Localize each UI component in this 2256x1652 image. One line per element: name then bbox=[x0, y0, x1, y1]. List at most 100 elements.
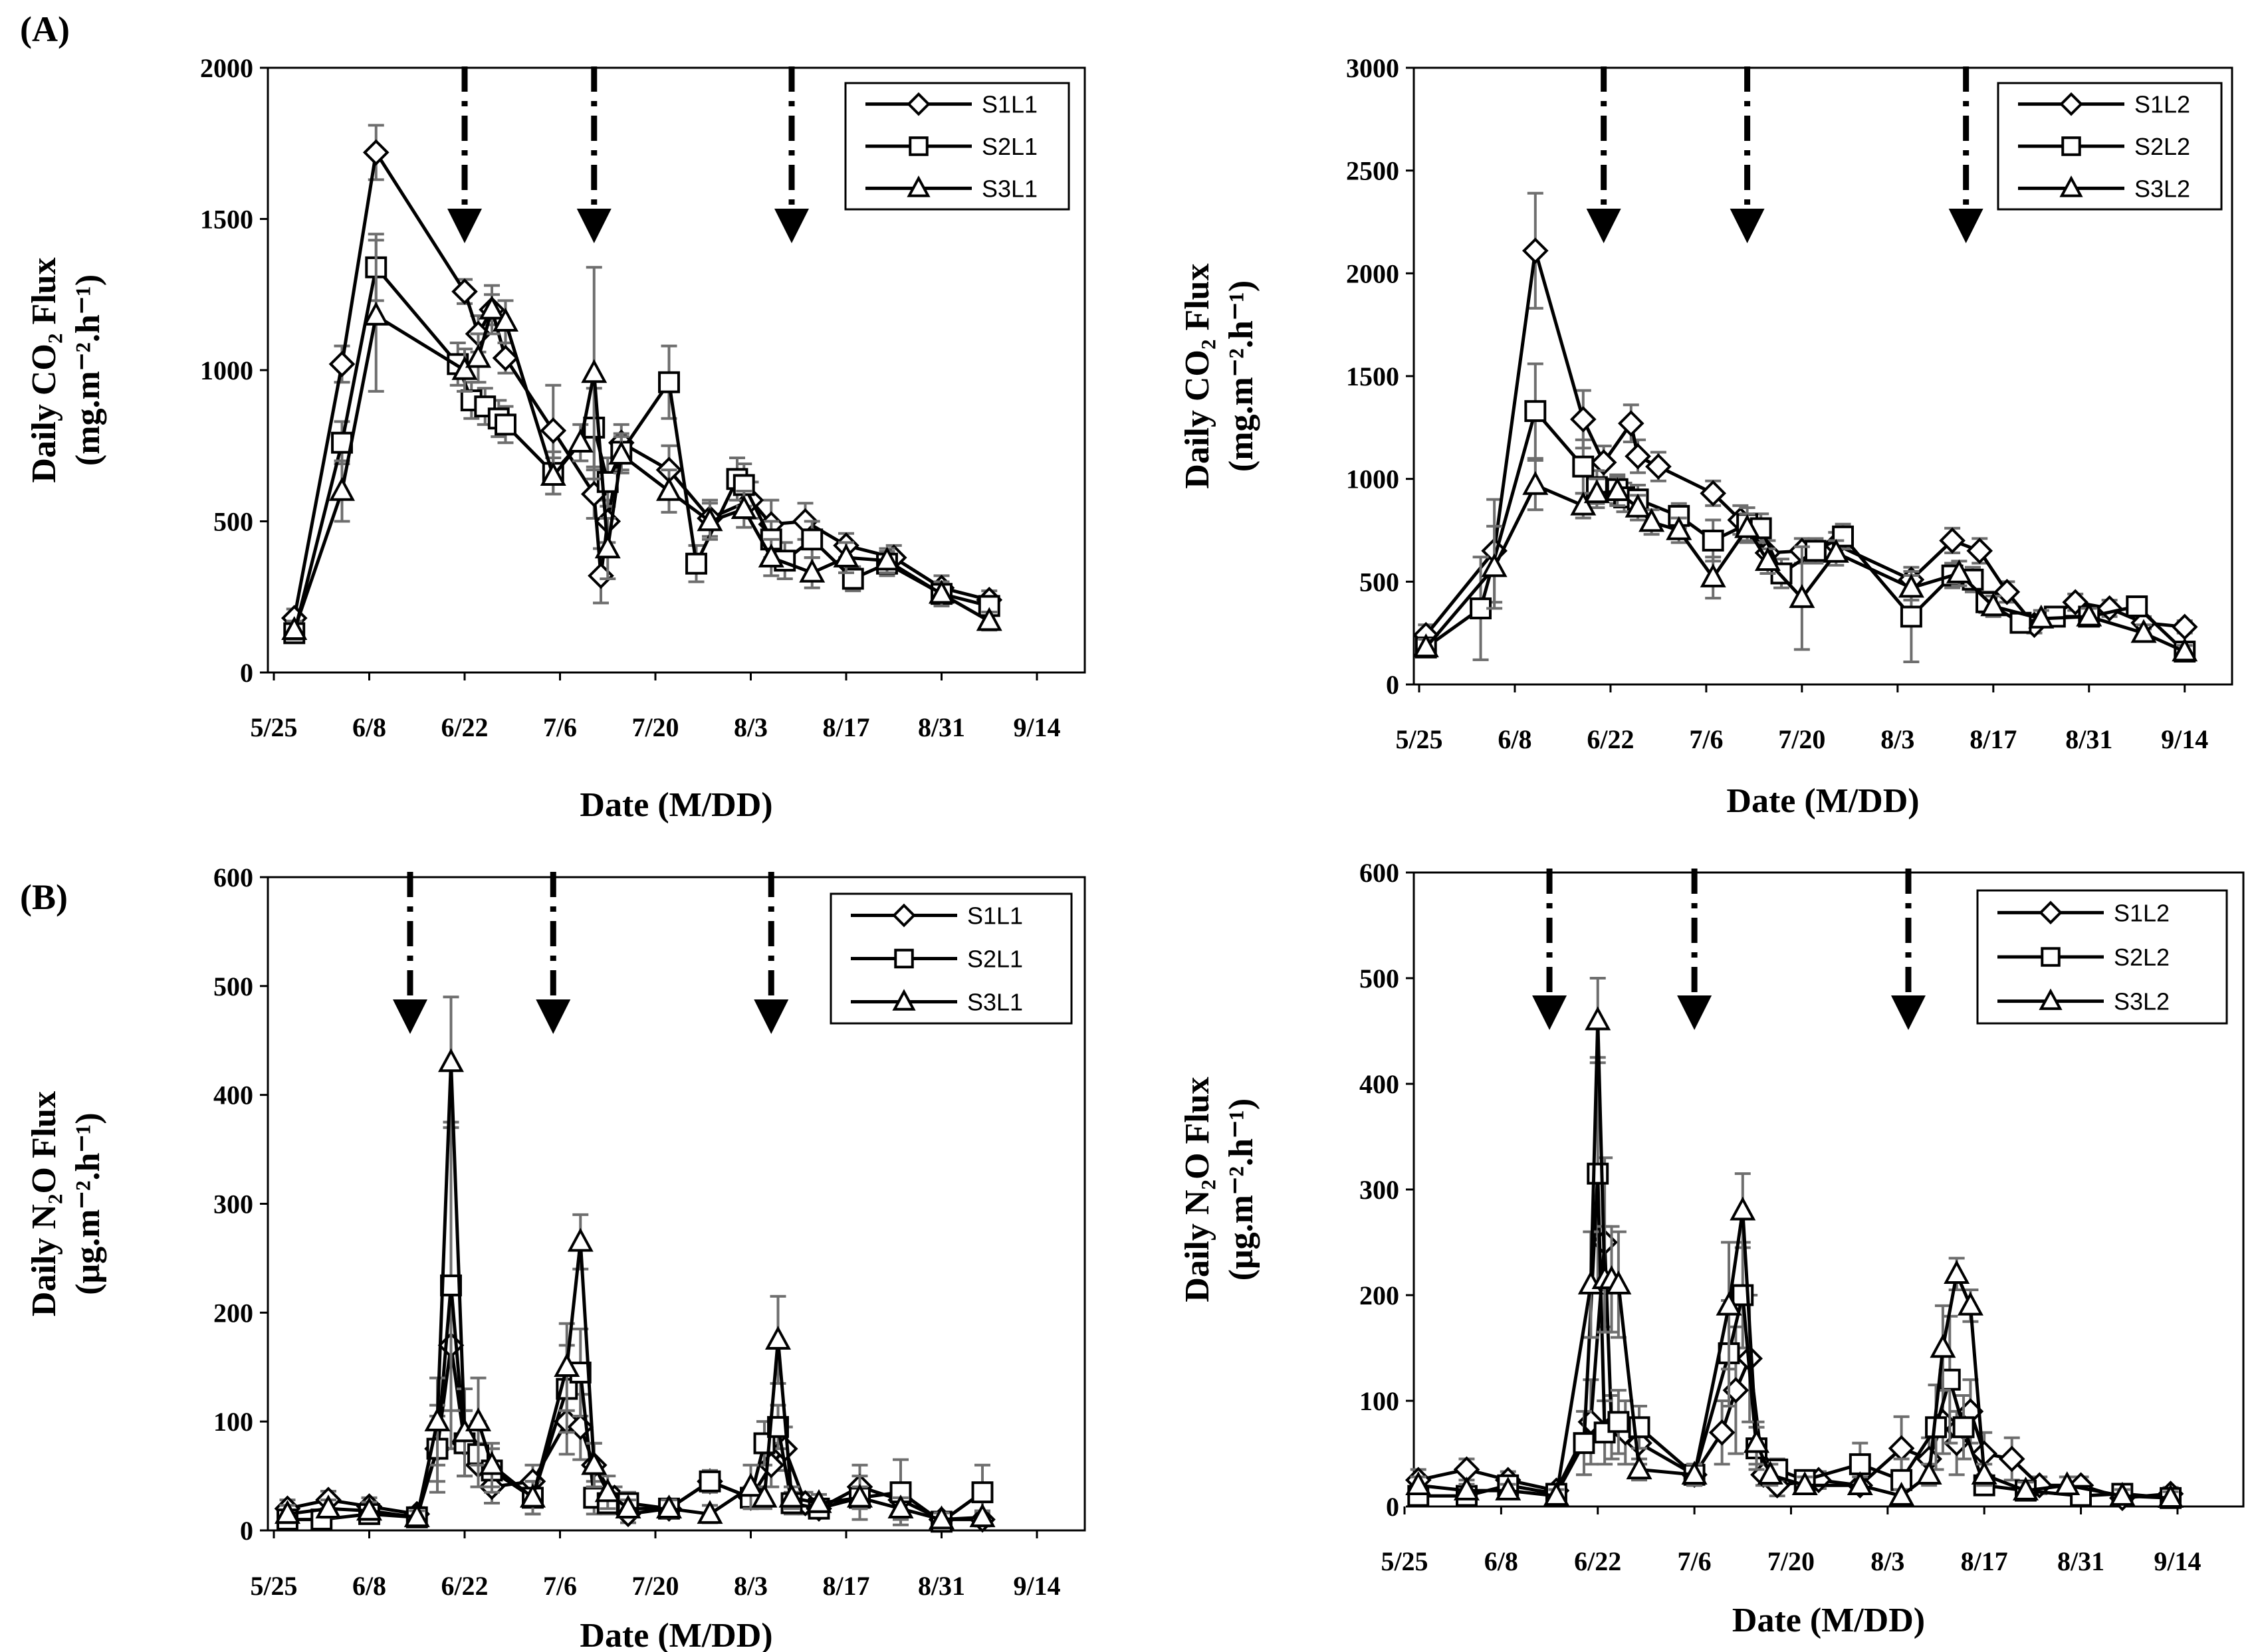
legend-marker bbox=[2059, 175, 2083, 197]
y-tick-label: 0 bbox=[240, 658, 253, 688]
series-s3l1 bbox=[274, 995, 996, 1530]
series-s2l1 bbox=[283, 233, 1000, 645]
y-axis-title: Daily N₂O Flux (μg.m⁻².h⁻¹) bbox=[25, 1091, 107, 1316]
data-point bbox=[1572, 455, 1595, 478]
data-point bbox=[833, 543, 859, 568]
y-tick-label: 600 bbox=[1359, 858, 1399, 888]
y-tick-label: 0 bbox=[240, 1516, 253, 1546]
x-tick-label: 9/14 bbox=[2154, 1546, 2201, 1576]
data-point bbox=[2171, 613, 2198, 641]
legend-item: S2L1 bbox=[851, 946, 1023, 973]
data-point bbox=[1453, 1476, 1480, 1500]
data-point bbox=[1590, 449, 1617, 476]
data-point bbox=[356, 1497, 383, 1521]
series-line bbox=[287, 1285, 984, 1524]
x-tick-label: 8/3 bbox=[1880, 724, 1914, 754]
y-tick-label: 300 bbox=[1359, 1175, 1399, 1205]
data-point bbox=[1708, 1419, 1736, 1446]
data-point bbox=[758, 543, 784, 568]
series-line bbox=[1424, 407, 2186, 653]
data-point bbox=[699, 1470, 721, 1493]
x-tick-label: 7/20 bbox=[1767, 1546, 1815, 1576]
data-point bbox=[1847, 1471, 1873, 1495]
y-axis-title: Daily N₂O Flux (μg.m⁻².h⁻¹) bbox=[1179, 1077, 1260, 1302]
data-point bbox=[594, 1478, 621, 1502]
data-point bbox=[581, 1451, 608, 1475]
data-point bbox=[1744, 1429, 1770, 1453]
data-point bbox=[764, 1326, 792, 1350]
event-arrow bbox=[393, 872, 427, 1034]
y-tick-label: 500 bbox=[213, 972, 253, 1001]
legend-item: S2L1 bbox=[865, 133, 1038, 160]
data-point bbox=[1522, 237, 1549, 264]
legend-marker bbox=[2041, 947, 2061, 967]
x-tick-label: 8/17 bbox=[1970, 724, 2017, 754]
legend-marker bbox=[2039, 900, 2063, 925]
data-point bbox=[567, 1227, 594, 1252]
legend-label: S2L2 bbox=[2134, 133, 2190, 160]
y-tick-label: 0 bbox=[1386, 670, 1399, 700]
data-point bbox=[608, 441, 635, 465]
data-point bbox=[1993, 578, 2021, 605]
x-tick-label: 7/20 bbox=[631, 712, 679, 742]
data-point bbox=[2109, 1481, 2136, 1506]
data-point bbox=[928, 1505, 955, 1530]
legend-marker bbox=[2039, 988, 2063, 1010]
legend-label: S1L1 bbox=[982, 91, 1038, 118]
data-point bbox=[1681, 1461, 1708, 1485]
y-tick-label: 2000 bbox=[1346, 258, 1399, 288]
legend-marker bbox=[2059, 92, 2083, 116]
event-arrow bbox=[1532, 869, 1567, 1030]
data-point bbox=[1916, 1461, 1942, 1485]
data-point bbox=[731, 495, 757, 520]
data-point bbox=[492, 308, 519, 332]
x-tick-label: 9/14 bbox=[1013, 1571, 1060, 1601]
x-tick-label: 7/6 bbox=[543, 712, 577, 742]
legend: S1L1 S2L1 S3L1 bbox=[830, 892, 1073, 1025]
y-tick-label: 200 bbox=[213, 1298, 253, 1328]
y-tick-label: 100 bbox=[213, 1407, 253, 1437]
legend-marker bbox=[907, 92, 931, 116]
legend-marker bbox=[907, 175, 931, 197]
y-axis-title: Daily CO₂ Flux (mg.m⁻².h⁻¹) bbox=[25, 257, 107, 482]
x-tick-label: 5/25 bbox=[250, 712, 297, 742]
data-point bbox=[363, 301, 390, 326]
data-point bbox=[1966, 538, 1993, 564]
data-point bbox=[1702, 530, 1724, 552]
data-point bbox=[1930, 1334, 1956, 1358]
data-point bbox=[424, 1407, 451, 1431]
x-tick-label: 7/6 bbox=[1678, 1546, 1712, 1576]
legend-marker bbox=[894, 948, 914, 969]
series-line bbox=[292, 263, 990, 634]
data-point bbox=[274, 1500, 301, 1524]
x-tick-label: 8/3 bbox=[1870, 1546, 1904, 1576]
data-point bbox=[1832, 525, 1855, 548]
data-point bbox=[778, 1483, 805, 1508]
data-point bbox=[1730, 1196, 1756, 1221]
data-point bbox=[1605, 1270, 1632, 1294]
data-point bbox=[465, 1407, 492, 1431]
data-point bbox=[451, 356, 478, 380]
event-arrow bbox=[1948, 66, 1983, 243]
legend-label: S1L1 bbox=[967, 902, 1023, 930]
x-tick-label: 9/14 bbox=[1013, 712, 1060, 742]
data-point bbox=[1971, 1461, 1997, 1485]
y-tick-label: 400 bbox=[213, 1081, 253, 1110]
y-tick-label: 2000 bbox=[200, 53, 253, 83]
data-point bbox=[969, 1503, 996, 1528]
data-point bbox=[1791, 1471, 1818, 1495]
data-point bbox=[2054, 1471, 2081, 1495]
y-tick-label: 3000 bbox=[1346, 53, 1399, 83]
legend-marker bbox=[892, 989, 916, 1011]
data-point bbox=[1583, 479, 1610, 504]
data-point bbox=[971, 1481, 994, 1504]
legend-item: S3L1 bbox=[851, 989, 1023, 1016]
y-tick-label: 100 bbox=[1359, 1386, 1399, 1416]
x-tick-label: 7/20 bbox=[1778, 724, 1825, 754]
legend: S1L2 S2L2 S3L2 bbox=[1976, 889, 2228, 1025]
data-point bbox=[403, 1503, 430, 1528]
data-point bbox=[655, 476, 683, 501]
event-arrow bbox=[576, 66, 612, 243]
y-tick-label: 500 bbox=[1359, 567, 1399, 597]
